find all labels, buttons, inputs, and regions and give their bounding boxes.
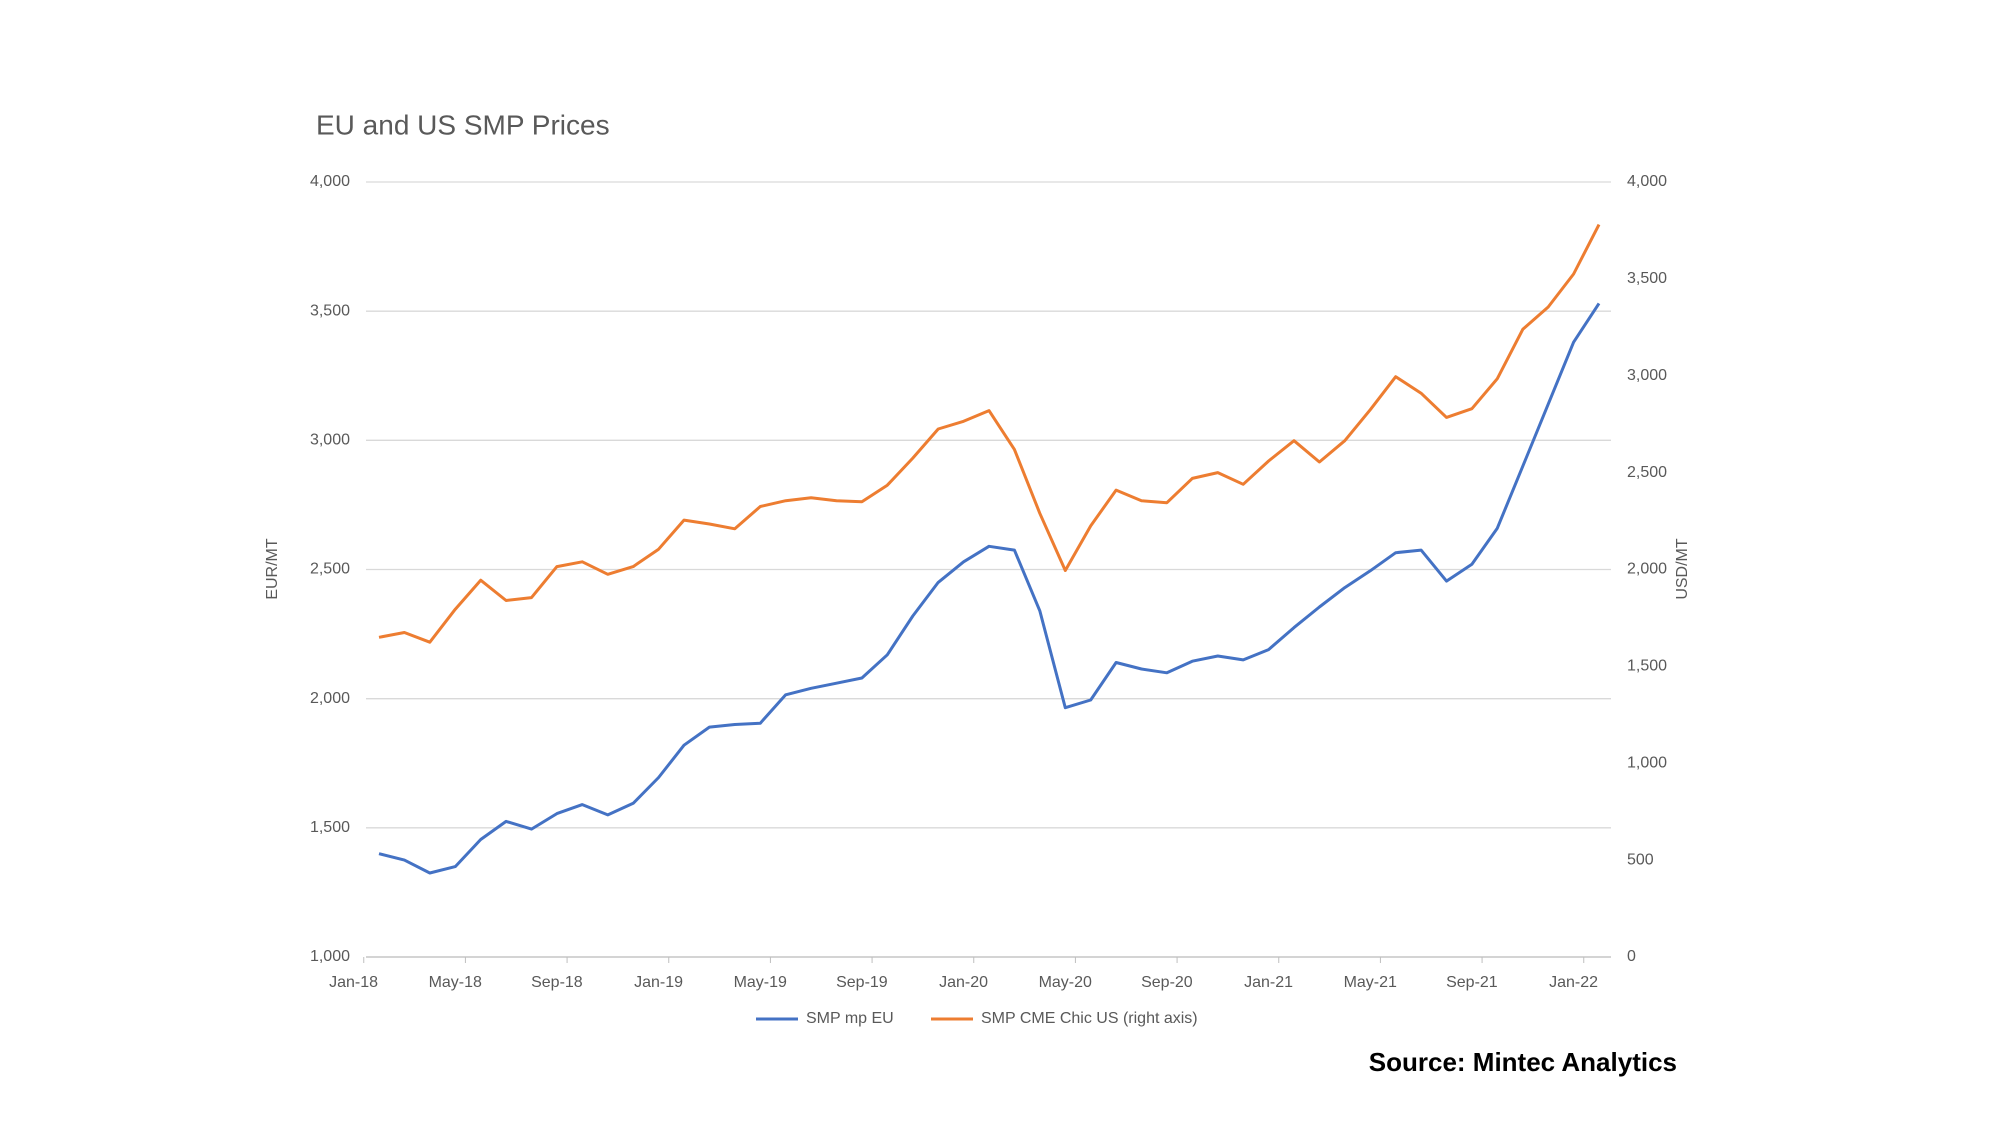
- y-tick-label: 2,000: [310, 690, 350, 707]
- y-tick-label: 4,000: [310, 173, 350, 190]
- x-tick-label: May-19: [734, 974, 787, 991]
- y2-tick-label: 1,500: [1627, 658, 1667, 675]
- y2-tick-label: 0: [1627, 948, 1636, 965]
- y2-tick-label: 3,500: [1627, 270, 1667, 287]
- legend-label: SMP CME Chic US (right axis): [981, 1010, 1198, 1027]
- x-tick-label: Jan-20: [939, 974, 988, 991]
- chart-title: EU and US SMP Prices: [316, 109, 610, 140]
- x-tick-label: Sep-18: [531, 974, 583, 991]
- y-tick-label: 1,000: [310, 948, 350, 965]
- y-axis-title: EUR/MT: [264, 538, 281, 600]
- series-line: [378, 223, 1601, 644]
- x-tick-label: May-20: [1039, 974, 1092, 991]
- y2-tick-label: 2,500: [1627, 464, 1667, 481]
- x-tick-label: Jan-18: [329, 974, 378, 991]
- y2-tick-label: 1,000: [1627, 754, 1667, 771]
- y-tick-label: 1,500: [310, 819, 350, 836]
- series-line: [378, 302, 1601, 875]
- x-tick-label: May-18: [429, 974, 482, 991]
- y2-tick-label: 3,000: [1627, 367, 1667, 384]
- y2-tick-label: 500: [1627, 851, 1654, 868]
- x-tick-label: Sep-20: [1141, 974, 1193, 991]
- x-tick-label: Jan-21: [1244, 974, 1293, 991]
- y2-axis-title: USD/MT: [1674, 538, 1691, 600]
- x-tick-label: Sep-19: [836, 974, 888, 991]
- x-tick-label: May-21: [1344, 974, 1397, 991]
- source-note: Source: Mintec Analytics: [1369, 1047, 1677, 1077]
- y-tick-label: 3,500: [310, 302, 350, 319]
- x-tick-label: Jan-19: [634, 974, 683, 991]
- y2-tick-label: 4,000: [1627, 173, 1667, 190]
- x-tick-label: Jan-22: [1549, 974, 1598, 991]
- y-tick-label: 3,000: [310, 432, 350, 449]
- y2-tick-label: 2,000: [1627, 561, 1667, 578]
- legend-label: SMP mp EU: [806, 1010, 894, 1027]
- y-tick-label: 2,500: [310, 561, 350, 578]
- x-tick-label: Sep-21: [1446, 974, 1498, 991]
